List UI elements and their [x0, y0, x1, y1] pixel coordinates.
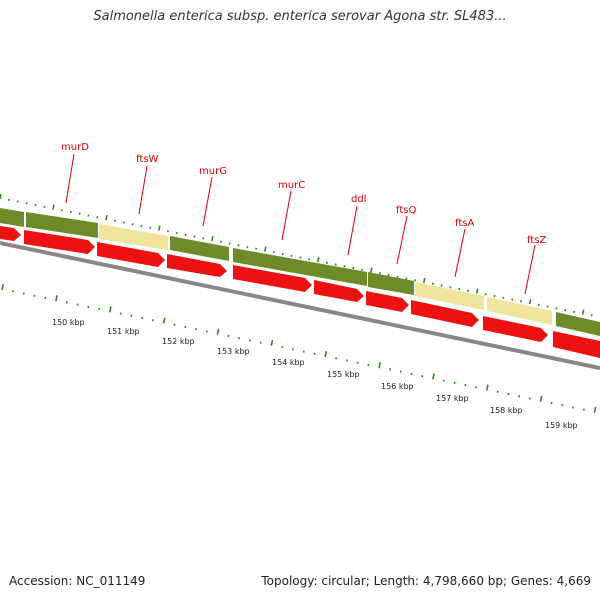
gene-label-murC[interactable]: murC [278, 180, 305, 191]
leader-line [281, 190, 292, 241]
major-tick [581, 309, 585, 315]
major-tick [264, 246, 267, 252]
major-tick [528, 298, 532, 305]
major-tick [1, 283, 5, 291]
major-tick [422, 277, 426, 284]
gene-leader-lines [65, 153, 536, 295]
major-tick [378, 362, 381, 369]
orf-arrow[interactable] [483, 316, 548, 342]
kbp-label: 150 kbp [52, 318, 85, 327]
kbp-label: 153 kbp [217, 347, 250, 356]
orf-arrow[interactable] [97, 242, 165, 267]
major-tick [0, 193, 2, 200]
leader-line [65, 153, 75, 204]
orf-arrow-track [0, 226, 600, 358]
major-tick [216, 328, 220, 335]
kbp-label: 155 kbp [327, 370, 360, 379]
gene-label-murD[interactable]: murD [61, 142, 89, 153]
major-tick [270, 339, 274, 346]
genome-title: Salmonella enterica subsp. enterica sero… [93, 9, 507, 24]
major-tick [485, 384, 489, 391]
orf-arrow[interactable] [24, 230, 95, 254]
major-tick [317, 256, 320, 263]
major-tick [324, 350, 328, 358]
orf-arrow[interactable] [167, 254, 227, 277]
feature-segment[interactable] [26, 212, 98, 238]
orf-arrow[interactable] [233, 265, 312, 292]
major-tick [55, 295, 58, 302]
gene-label-ftsW[interactable]: ftsW [136, 154, 158, 165]
leader-line [202, 176, 213, 227]
kbp-label: 154 kbp [272, 358, 305, 367]
kbp-label: 158 kbp [490, 406, 523, 415]
gene-label-group: murD ftsW murG murC ddl ftsQ ftsA ftsZ [61, 142, 546, 246]
major-tick [211, 235, 214, 242]
feature-segment[interactable] [556, 312, 600, 336]
feature-band [0, 208, 600, 336]
orf-arrow[interactable] [0, 226, 21, 241]
upper-tick-track [0, 193, 593, 317]
kbp-label: 156 kbp [381, 382, 414, 391]
gene-label-ftsQ[interactable]: ftsQ [396, 205, 416, 216]
feature-segment[interactable] [487, 297, 552, 325]
feature-segment[interactable] [99, 224, 168, 250]
gene-label-ftsA[interactable]: ftsA [455, 218, 474, 229]
kbp-label: 157 kbp [436, 394, 469, 403]
major-tick [369, 267, 373, 273]
feature-segment[interactable] [368, 272, 414, 295]
gene-label-ddl[interactable]: ddl [351, 194, 366, 205]
leader-line [138, 165, 148, 215]
accession-text: Accession: NC_011149 [9, 574, 146, 588]
leader-line [347, 205, 358, 256]
major-tick [158, 225, 161, 231]
leader-line [454, 228, 466, 278]
kbp-label-group: 150 kbp 151 kbp 152 kbp 153 kbp 154 kbp … [52, 318, 578, 430]
gene-label-ftsZ[interactable]: ftsZ [527, 235, 546, 246]
feature-segment[interactable] [415, 282, 484, 310]
major-tick [539, 395, 543, 402]
feature-segment[interactable] [233, 248, 367, 286]
major-tick [475, 288, 479, 294]
leader-line [524, 244, 536, 295]
orf-arrow[interactable] [366, 291, 409, 312]
gene-label-murG[interactable]: murG [199, 166, 227, 177]
major-tick [593, 406, 597, 414]
orf-arrow[interactable] [411, 300, 479, 327]
kbp-label: 159 kbp [545, 421, 578, 430]
feature-segment[interactable] [0, 208, 24, 227]
major-tick [162, 317, 166, 324]
major-tick [105, 214, 108, 221]
genome-stats-text: Topology: circular; Length: 4,798,660 bp… [261, 574, 591, 588]
feature-segment[interactable] [170, 236, 229, 261]
major-tick [52, 204, 55, 210]
kbp-label: 151 kbp [107, 327, 140, 336]
major-tick [108, 306, 112, 313]
major-tick [432, 373, 435, 380]
kbp-label: 152 kbp [162, 337, 195, 346]
lower-tick-track [1, 283, 597, 414]
leader-line [396, 215, 408, 265]
genome-backbone [0, 241, 600, 370]
orf-arrow[interactable] [553, 331, 600, 358]
orf-arrow[interactable] [314, 280, 364, 302]
